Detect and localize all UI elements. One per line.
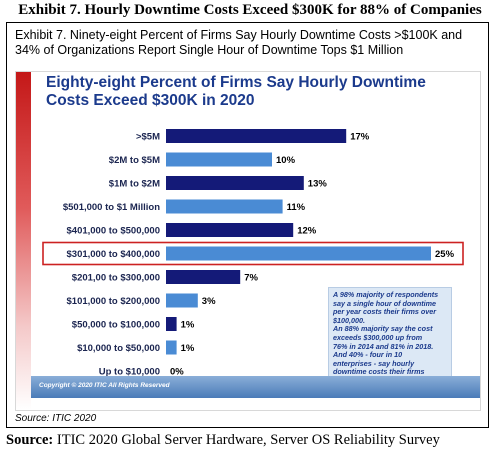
category-label: Up to $10,000 [99,367,160,378]
value-label: 17% [350,132,370,143]
value-label: 10% [276,155,296,166]
category-label: $10,000 to $50,000 [77,343,160,354]
note-line: 76% in 2014 and 81% in 2018. [333,341,434,351]
bar [166,152,272,167]
bar [166,317,177,331]
note-line: exceeds $300,000 up from [333,332,423,342]
category-label: $101,000 to $200,000 [67,296,161,307]
category-label: $401,000 to $500,000 [67,226,161,237]
value-label: 1% [181,320,195,331]
note-line: downtime costs their firms [333,367,425,377]
source-text: ITIC 2020 Global Server Hardware, Server… [53,432,440,448]
value-label: 13% [308,179,328,190]
category-label: $201,00 to $300,000 [72,273,160,284]
note-line: say a single hour of downtime [333,298,437,308]
category-label: $1M to $2M [109,179,160,190]
bar [166,246,431,261]
bar [166,223,294,237]
source-label: Source: [6,432,54,448]
figure-frame: Exhibit 7. Ninety-eight Percent of Firms… [6,22,489,428]
note-line: per year costs their firms over [333,307,437,317]
bar-chart: >$5M 17% $2M to $5M 10% $1M to $2M 13% $501,00… [42,129,464,378]
value-label: 3% [202,296,216,307]
value-label: 7% [244,273,258,284]
exhibit-title: Exhibit 7. Hourly Downtime Costs Exceed … [18,2,482,18]
highlight-box [42,241,464,266]
category-label: $2M to $5M [109,155,160,166]
outer-source: Source: ITIC 2020 Global Server Hardware… [6,432,440,449]
note-line: And 40% - four in 10 [333,350,403,360]
value-label: 0% [170,367,184,378]
bar [166,176,304,190]
category-label: >$5M [136,132,160,143]
value-label: 12% [297,226,317,237]
value-label: 1% [181,343,195,354]
bar [166,129,347,143]
value-label: 25% [435,249,455,260]
bar [166,270,241,284]
copyright-text: Copyright © 2020 ITIC All Rights Reserve… [39,382,170,389]
category-label: $50,000 to $100,000 [72,320,160,331]
bar [166,340,177,355]
note-line: A 98% majority of respondents [333,290,439,299]
bar [166,293,198,308]
red-accent-stripe [16,72,31,410]
chart-title: Eighty-eight Percent of Firms Say Hourly… [46,74,426,109]
figure-caption: Exhibit 7. Ninety-eight Percent of Firms… [15,28,463,57]
chart-panel: Eighty-eight Percent of Firms Say Hourly… [15,71,481,411]
note-line: An 88% majority say the cost [333,324,433,334]
value-label: 11% [287,202,306,213]
footer-band: Copyright © 2020 ITIC All Rights Reserve… [31,376,480,398]
note-line: $100,000. [333,315,365,325]
inner-source: Source: ITIC 2020 [15,413,97,424]
category-label: $301,000 to $400,000 [67,249,161,260]
bar [166,199,283,214]
category-label: $501,000 to $1 Million [63,202,160,213]
note-line: enterprises - say hourly [333,358,415,368]
